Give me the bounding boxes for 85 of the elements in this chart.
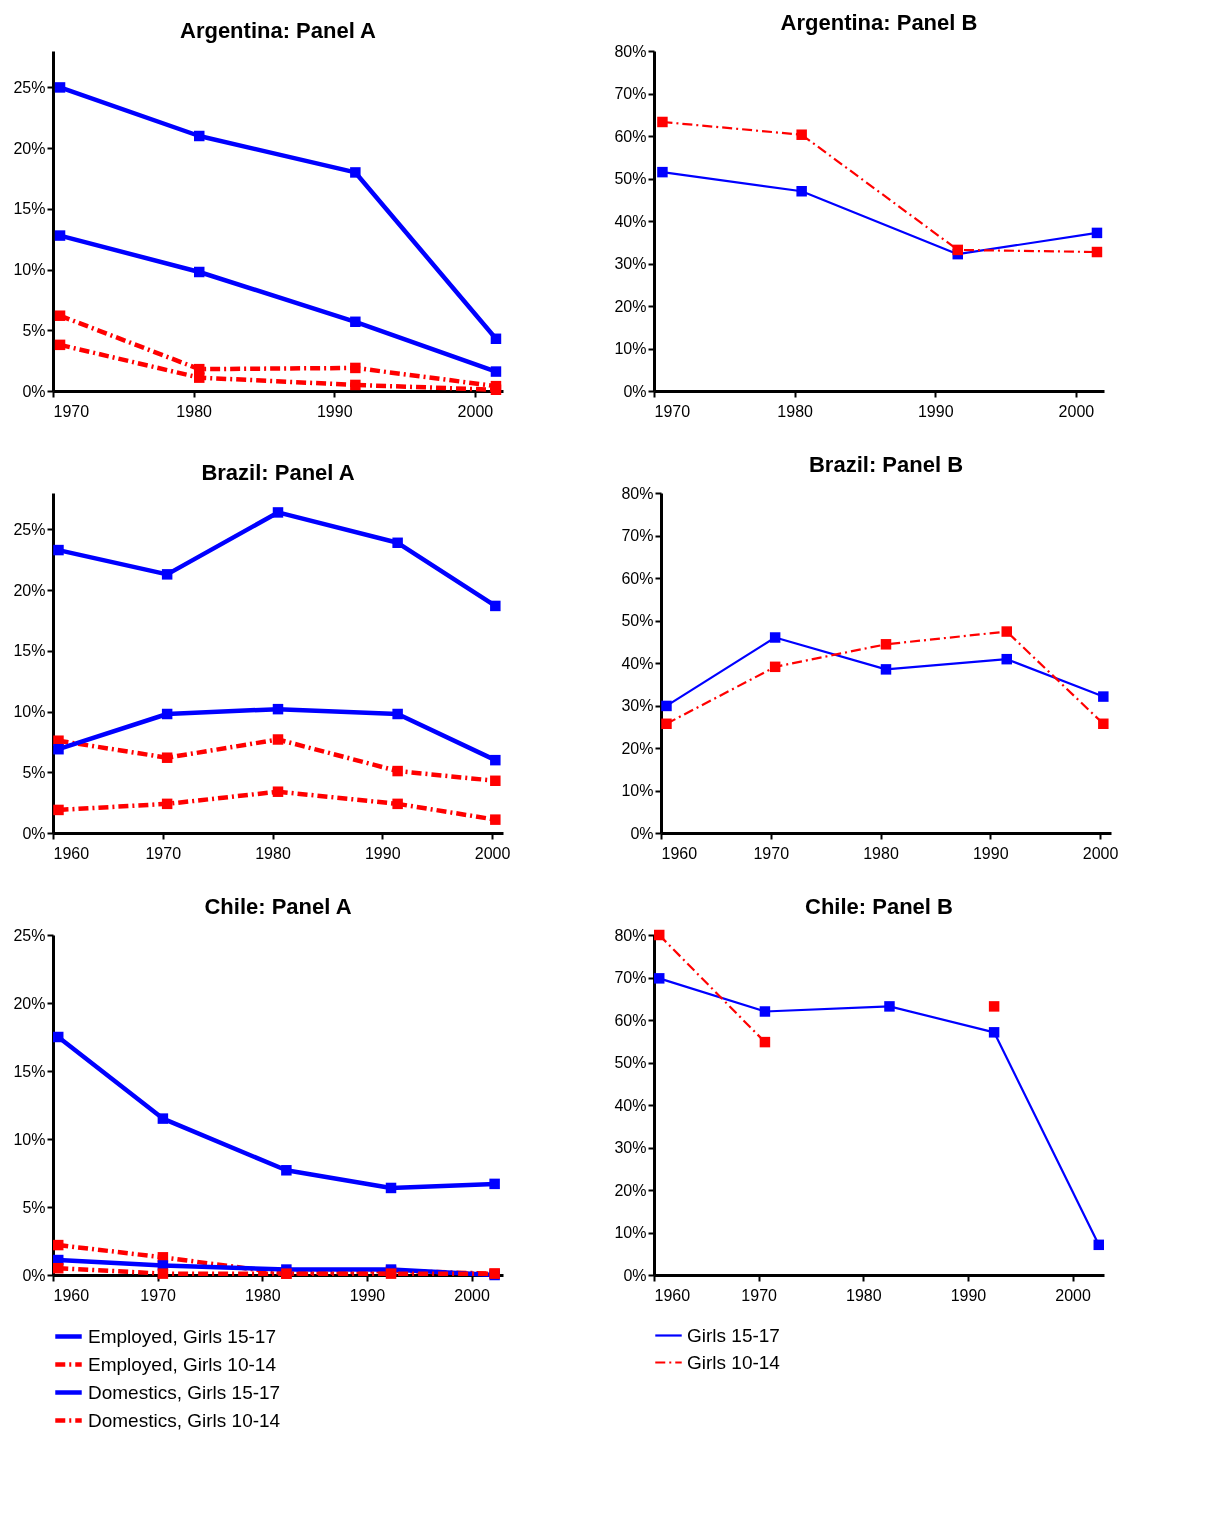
- chart-title: Argentina: Panel B: [780, 10, 978, 35]
- x-tick-label: 1990: [972, 844, 1009, 862]
- y-tick-label: 25%: [13, 926, 46, 944]
- x-tick-label: 1980: [777, 402, 814, 420]
- y-tick-label: 30%: [621, 697, 654, 714]
- y-tick-label: 25%: [13, 78, 46, 96]
- y-tick-label: 20%: [614, 297, 647, 315]
- y-tick-label: 20%: [13, 139, 46, 157]
- x-tick-label: 1990: [917, 402, 954, 420]
- y-tick-label: 70%: [614, 85, 647, 102]
- chart-title: Chile: Panel A: [204, 894, 352, 919]
- y-tick-label: 80%: [621, 484, 654, 502]
- x-tick-label: 1960: [53, 844, 90, 862]
- y-tick-label: 25%: [13, 520, 46, 538]
- x-tick-label: 2000: [474, 844, 511, 862]
- y-tick-label: 50%: [614, 170, 647, 187]
- y-tick-label: 0%: [630, 824, 654, 842]
- x-tick-label: 2000: [1058, 402, 1095, 420]
- y-tick-label: 5%: [22, 1198, 46, 1216]
- y-tick-label: 20%: [13, 994, 46, 1012]
- y-tick-label: 60%: [614, 1011, 647, 1029]
- y-tick-label: 15%: [13, 200, 46, 218]
- x-tick-label: 1970: [753, 844, 790, 862]
- x-tick-label: 2000: [1082, 844, 1119, 862]
- y-tick-label: 20%: [13, 581, 46, 599]
- y-tick-label: 20%: [621, 739, 654, 757]
- y-tick-label: 10%: [614, 1224, 647, 1241]
- legend-label: Domestics, Girls 10-14: [88, 1409, 281, 1431]
- x-tick-label: 1980: [255, 844, 291, 862]
- y-tick-label: 40%: [621, 654, 654, 672]
- y-tick-label: 10%: [13, 1130, 46, 1148]
- x-tick-label: 1970: [140, 1286, 177, 1304]
- y-tick-label: 15%: [13, 1062, 46, 1080]
- y-tick-label: 80%: [614, 42, 647, 60]
- y-tick-label: 5%: [22, 321, 46, 339]
- x-tick-label: 2000: [457, 402, 494, 420]
- y-tick-label: 70%: [614, 969, 647, 986]
- x-tick-label: 2000: [1055, 1286, 1091, 1304]
- x-tick-label: 1970: [654, 402, 691, 420]
- y-tick-label: 0%: [22, 382, 46, 400]
- y-tick-label: 5%: [22, 763, 46, 781]
- y-tick-label: 0%: [22, 1266, 46, 1284]
- legend-label: Domestics, Girls 15-17: [88, 1381, 281, 1403]
- x-tick-label: 1980: [846, 1286, 882, 1304]
- x-tick-label: 1970: [145, 844, 182, 862]
- y-tick-label: 40%: [614, 1096, 647, 1114]
- legend-label: Girls 10-14: [687, 1351, 781, 1373]
- y-tick-label: 0%: [623, 382, 647, 400]
- y-tick-label: 60%: [614, 127, 647, 145]
- y-tick-label: 30%: [614, 255, 647, 272]
- x-tick-label: 1960: [53, 1286, 90, 1304]
- y-tick-label: 10%: [614, 340, 647, 357]
- y-tick-label: 80%: [614, 926, 647, 944]
- legend-label: Employed, Girls 15-17: [88, 1325, 276, 1347]
- legend-label: Girls 15-17: [687, 1324, 780, 1346]
- y-tick-label: 10%: [13, 703, 46, 721]
- y-tick-label: 50%: [621, 612, 654, 629]
- x-tick-label: 1980: [863, 844, 899, 862]
- x-tick-label: 1970: [53, 402, 90, 420]
- y-tick-label: 0%: [623, 1266, 647, 1284]
- y-tick-label: 10%: [621, 782, 654, 799]
- y-tick-label: 20%: [614, 1181, 647, 1199]
- x-tick-label: 1990: [364, 844, 401, 862]
- y-tick-label: 70%: [621, 527, 654, 544]
- x-tick-label: 1980: [176, 402, 213, 420]
- x-tick-label: 2000: [454, 1286, 490, 1304]
- x-tick-label: 1960: [654, 1286, 691, 1304]
- chart-title: Argentina: Panel A: [180, 18, 377, 43]
- x-tick-label: 1990: [349, 1286, 386, 1304]
- x-tick-label: 1980: [245, 1286, 281, 1304]
- x-tick-label: 1990: [950, 1286, 987, 1304]
- chart-title: Brazil: Panel B: [808, 452, 964, 477]
- y-tick-label: 15%: [13, 642, 46, 660]
- chart-title: Brazil: Panel A: [201, 460, 355, 485]
- y-tick-label: 0%: [22, 824, 46, 842]
- x-tick-label: 1970: [741, 1286, 778, 1304]
- y-tick-label: 10%: [13, 261, 46, 279]
- y-tick-label: 50%: [614, 1054, 647, 1071]
- chart-title: Chile: Panel B: [805, 894, 953, 919]
- y-tick-label: 40%: [614, 212, 647, 230]
- y-tick-label: 30%: [614, 1139, 647, 1156]
- x-tick-label: 1990: [316, 402, 353, 420]
- y-tick-label: 60%: [621, 569, 654, 587]
- x-tick-label: 1960: [661, 844, 698, 862]
- legend-label: Employed, Girls 10-14: [88, 1353, 277, 1375]
